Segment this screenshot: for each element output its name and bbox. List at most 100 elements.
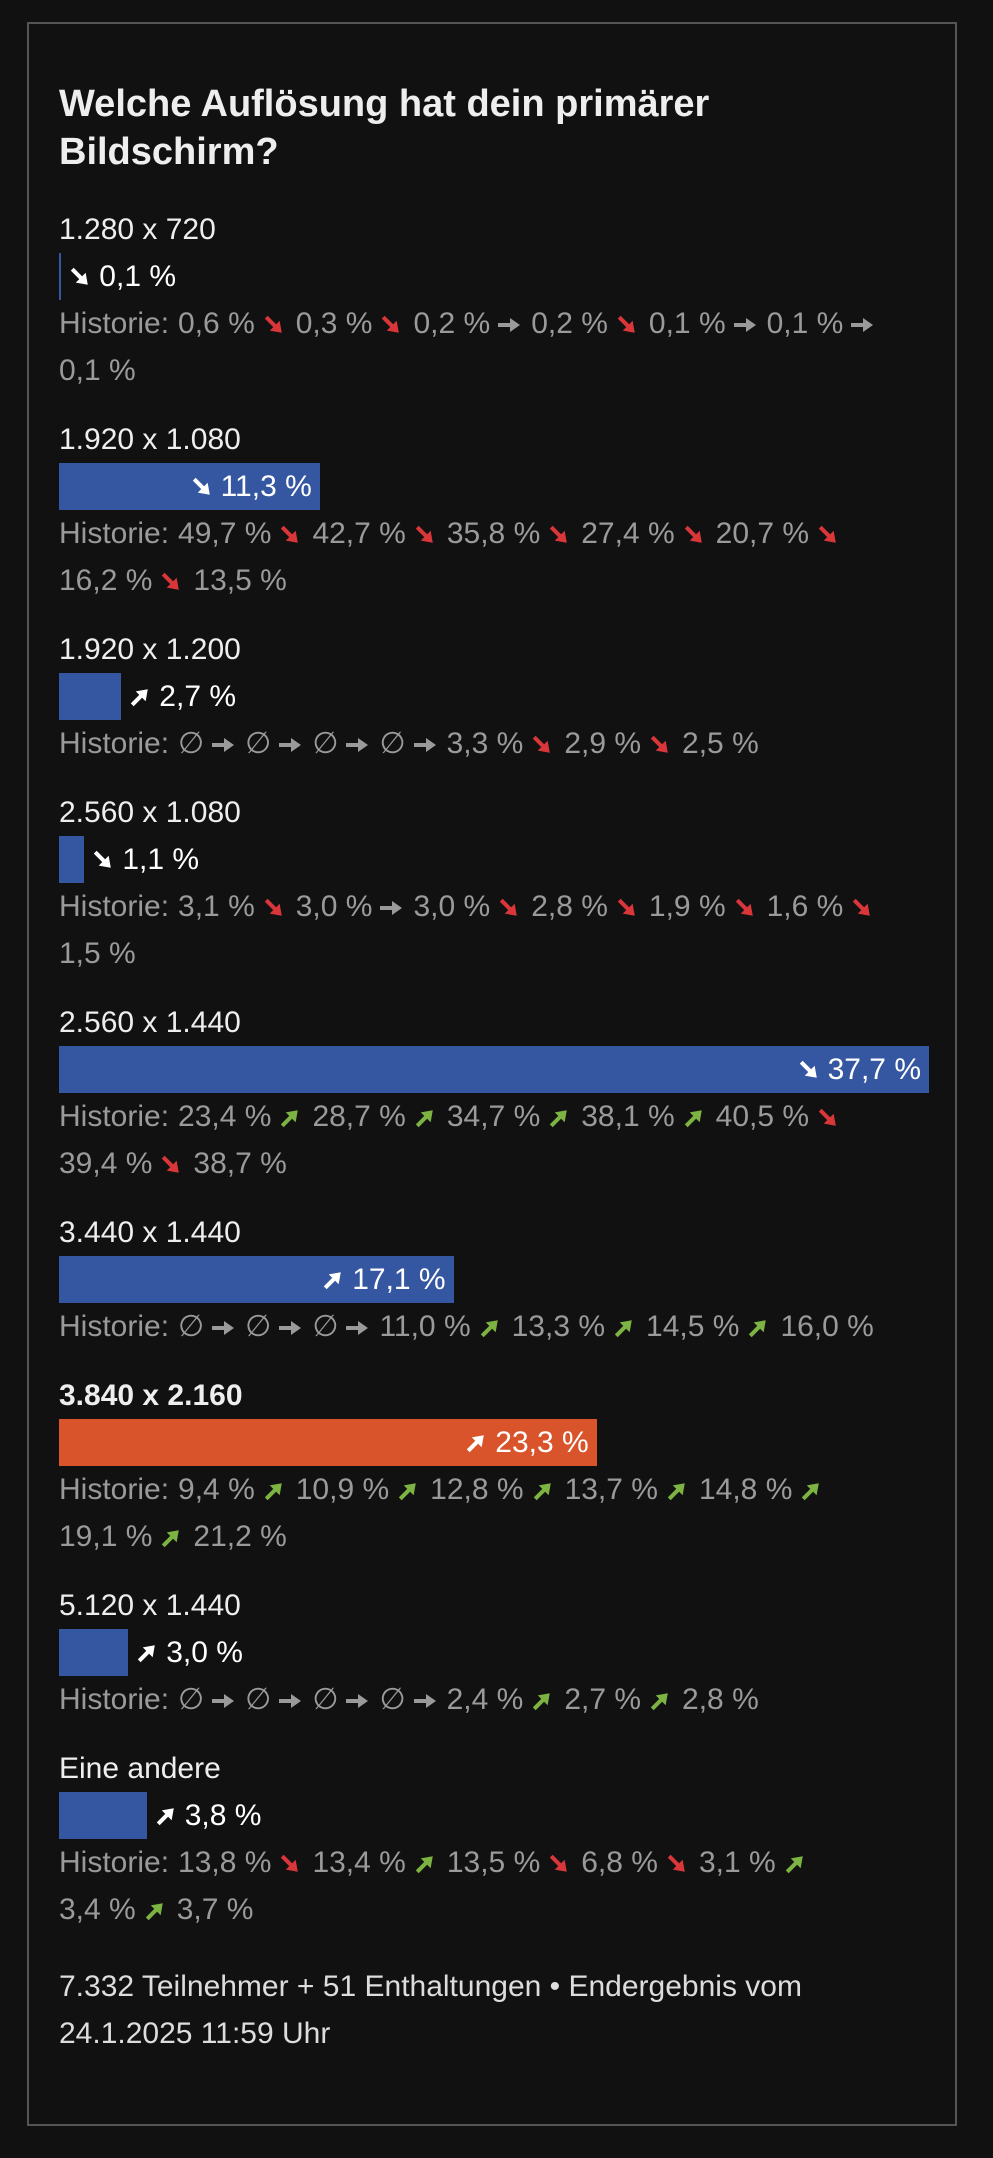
arrow-head (76, 272, 89, 285)
trend-arrow (156, 1807, 174, 1825)
arrow-head (807, 1483, 820, 1496)
history-item: 0,2 % (531, 300, 640, 347)
trend-arrow (550, 1854, 568, 1872)
arrow-head (224, 1321, 235, 1336)
history-item: 14,8 % (699, 1466, 824, 1513)
arrow-head (504, 903, 517, 916)
value-text: 1,1 % (122, 843, 200, 876)
history-item: 40,5 % (716, 1093, 841, 1140)
poll-option: 3.840 x 2.160 23,3 % Historie: 9,4 % 10,9 % 1… (59, 1372, 925, 1560)
bar-row: 17,1 % (59, 1256, 925, 1303)
arrow-head (286, 1110, 299, 1123)
trend-arrow (614, 1320, 632, 1338)
bar-row: 3,0 % (59, 1629, 925, 1676)
arrow-head (420, 530, 433, 543)
value-label: 17,1 % (320, 1256, 446, 1303)
history-item: 2,8 % (682, 1676, 759, 1723)
arrow-head (472, 1434, 485, 1447)
arrow-head (555, 1859, 568, 1872)
arrow-shape (802, 1483, 820, 1501)
arrow-head (538, 1693, 551, 1706)
history-label: Historie: (59, 890, 170, 923)
trend-arrow (131, 688, 149, 706)
arrow-head (150, 1903, 163, 1916)
trend-arrow (413, 1694, 436, 1709)
history-value: 13,7 % (564, 1473, 658, 1506)
arrow-shape (851, 318, 874, 333)
trend-arrow (71, 267, 89, 285)
bar (59, 1792, 147, 1839)
history-value: ∅ (379, 727, 406, 760)
bar-row: 1,1 % (59, 836, 925, 883)
history-item: 13,3 % (512, 1303, 637, 1350)
arrow-shape (279, 738, 302, 753)
poll-option: 3.440 x 1.440 17,1 % Historie: ∅ ∅ ∅ 11,0 % 13,… (59, 1209, 925, 1350)
arrow-shape (533, 735, 551, 753)
trend-arrow (667, 1483, 685, 1501)
poll-option: 1.920 x 1.080 11,3 % Historie: 49,7 % 42,7 %… (59, 416, 925, 604)
arrow-shape (346, 1694, 369, 1709)
history-item: 16,0 % (780, 1303, 873, 1350)
bar (59, 673, 122, 720)
history-item: 1,6 % (767, 883, 876, 930)
history: Historie: 3,1 % 3,0 % 3,0 % 2,8 % 1,9 % 1,6 % 1… (59, 883, 925, 977)
history: Historie: ∅ ∅ ∅ ∅ 3,3 % 2,9 % 2,5 % (59, 720, 925, 767)
history-value: 20,7 % (715, 517, 810, 550)
trend-arrow (684, 1110, 702, 1128)
history-value: 2,8 % (531, 890, 608, 923)
history-value: 0,2 % (413, 307, 491, 340)
arrow-shape (162, 1155, 180, 1173)
arrow-shape (467, 1434, 485, 1452)
arrow-shape (346, 738, 369, 753)
arrow-head (291, 1694, 302, 1709)
history-value: ∅ (379, 1683, 406, 1716)
arrow-shape (162, 1530, 180, 1548)
trend-arrow (192, 477, 210, 495)
arrow-shape (382, 315, 400, 333)
trend-arrow (650, 735, 668, 753)
arrow-shape (281, 525, 299, 543)
arrow-shape (533, 1693, 551, 1711)
history-item: ∅ (379, 1676, 437, 1723)
trend-arrow (138, 1644, 155, 1662)
option-label: 1.280 x 720 (59, 213, 216, 246)
history-value: 3,1 % (178, 890, 255, 923)
arrow-shape (550, 1854, 568, 1872)
arrow-head (672, 1483, 685, 1496)
trend-arrow (162, 572, 180, 590)
trend-arrow (281, 1110, 299, 1128)
poll-option: 1.920 x 1.200 2,7 % Historie: ∅ ∅ ∅ ∅ 3,3 % 2,9 … (59, 626, 925, 767)
history-item: 38,7 % (193, 1140, 286, 1187)
history-item: ∅ (245, 1303, 303, 1350)
trend-arrow (415, 1110, 433, 1128)
history-item: 20,7 % (716, 510, 841, 557)
trend-arrow (162, 1155, 180, 1173)
arrow-head (655, 1693, 668, 1706)
arrow-head (269, 903, 282, 916)
value-label: 1,1 % (90, 836, 199, 883)
history-label: Historie: (59, 517, 170, 550)
arrow-shape (413, 1694, 436, 1709)
history-item: 3,7 % (177, 1886, 254, 1933)
trend-arrow (212, 1321, 235, 1336)
arrow-head (420, 1856, 433, 1869)
arrow-head (555, 530, 568, 543)
history-value: 9,4 % (178, 1473, 255, 1506)
history-value: ∅ (245, 727, 272, 760)
poll-option: Eine andere 3,8 % Historie: 13,8 % 13,4 % 13,… (59, 1745, 925, 1933)
trend-arrow (415, 1856, 433, 1874)
history-value: ∅ (178, 727, 205, 760)
arrow-head (622, 903, 635, 916)
arrow-shape (785, 1856, 803, 1874)
trend-arrow (264, 898, 282, 916)
history-item: 0,1 % (59, 347, 136, 394)
arrow-head (420, 1110, 433, 1123)
bar-row: 37,7 % (59, 1046, 929, 1093)
history-item: 2,5 % (682, 720, 759, 767)
history-item: 3,3 % (447, 720, 556, 767)
history-value: 13,5 % (193, 564, 287, 597)
history-item: 2,8 % (531, 883, 640, 930)
history-value: 3,0 % (295, 890, 373, 923)
trend-arrow (264, 1483, 282, 1501)
history-value: 2,4 % (446, 1683, 524, 1716)
